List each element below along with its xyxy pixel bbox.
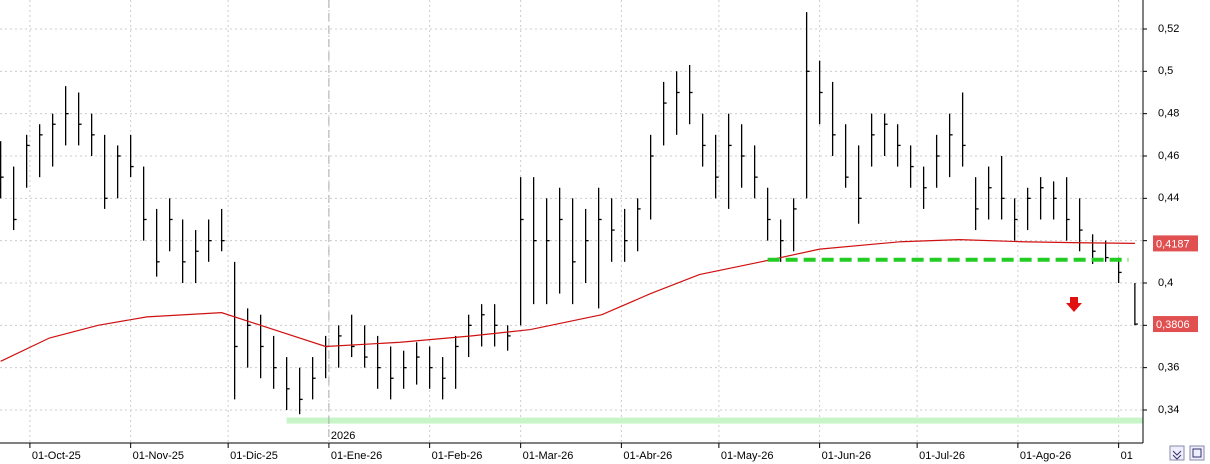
save-button[interactable] — [1189, 445, 1205, 461]
x-tick-label: 01-Ago-26 — [1020, 450, 1071, 462]
zoom-icon — [1172, 450, 1182, 460]
y-tick-label: 0,44 — [1158, 192, 1179, 204]
x-tick-label: 01-Abr-26 — [623, 450, 672, 462]
y-tick-label: 0,5 — [1158, 65, 1173, 77]
x-tick-label: 01-Dic-25 — [230, 450, 278, 462]
moving-average — [0, 238, 1135, 362]
x-tick-label: 01-Ene-26 — [331, 450, 382, 462]
x-tick-label: 01-Mar-26 — [523, 450, 574, 462]
support-band — [286, 417, 1143, 424]
price-label: 0,4187 — [1156, 238, 1190, 250]
price-label-box — [1153, 235, 1198, 252]
y-tick-label: 0,34 — [1158, 404, 1179, 416]
price-label: 0,3806 — [1156, 319, 1190, 331]
toolbar — [1169, 445, 1205, 461]
down-arrow — [1066, 297, 1082, 312]
x-tick-label: 01-Jul-26 — [919, 450, 965, 462]
y-tick-label: 0,36 — [1158, 362, 1179, 374]
x-tick-label: 01-Feb-26 — [432, 450, 483, 462]
save-icon — [1192, 448, 1202, 458]
x-tick-label: 01-Oct-25 — [32, 450, 81, 462]
y-tick-label: 0,46 — [1158, 150, 1179, 162]
y-tick-label: 0,48 — [1158, 108, 1179, 120]
zoom-button[interactable] — [1169, 445, 1185, 461]
x-tick-label: 01-May-26 — [721, 450, 774, 462]
year-label: 2026 — [331, 430, 355, 442]
y-tick-label: 0,52 — [1158, 23, 1179, 35]
price-label-box — [1153, 316, 1198, 333]
x-tick-label: 01 — [1121, 450, 1133, 462]
y-tick-label: 0,4 — [1158, 277, 1173, 289]
x-tick-label: 01-Nov-25 — [133, 450, 184, 462]
x-tick-label: 01-Jun-26 — [822, 450, 872, 462]
